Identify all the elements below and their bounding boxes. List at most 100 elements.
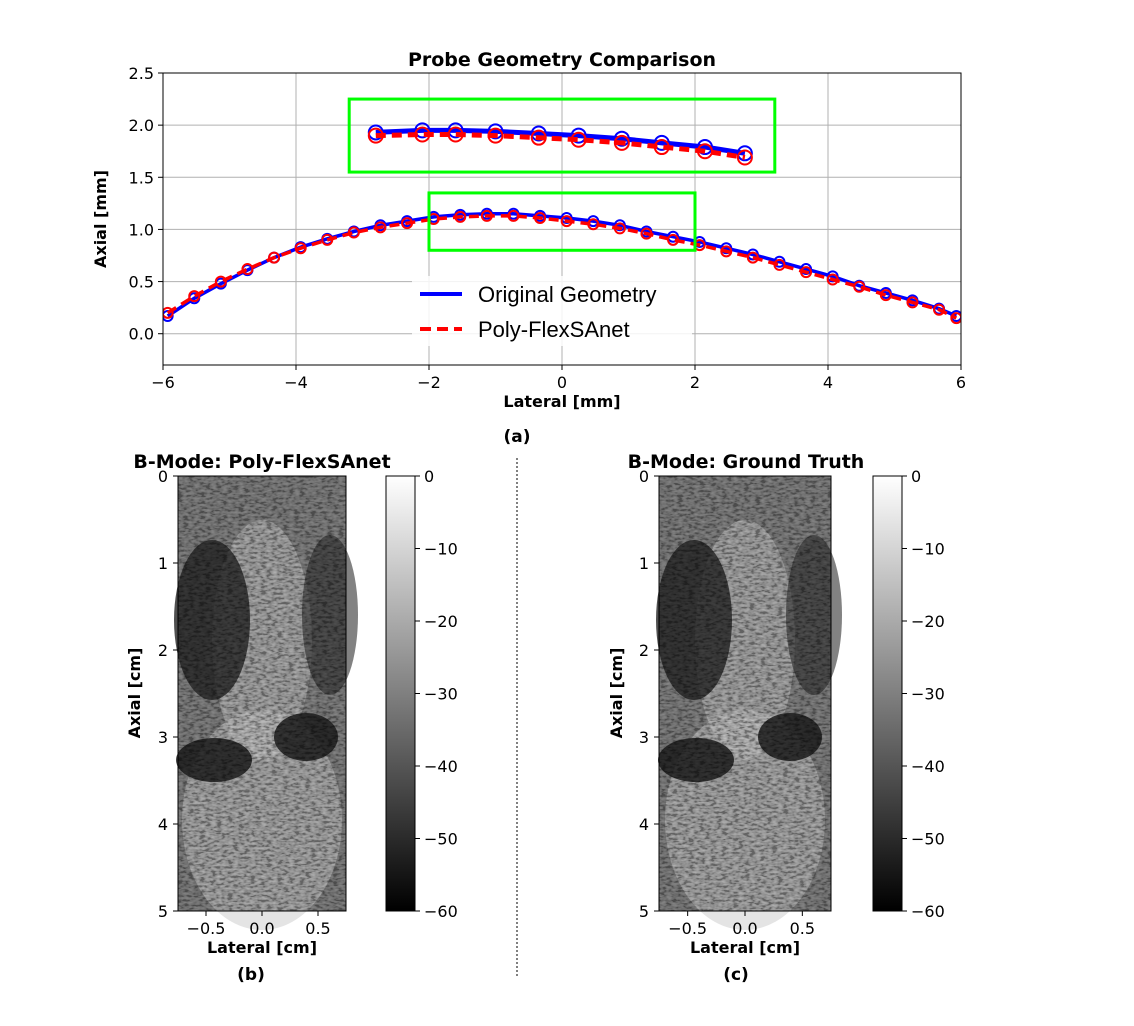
x-tick-label: 4 — [823, 373, 833, 392]
x-tick-label: −6 — [151, 373, 175, 392]
colorbar-tick-label: −20 — [911, 612, 945, 631]
panel-c-label: (c) — [723, 965, 749, 985]
y-tick-label: 0.0 — [129, 325, 154, 344]
prediction-point — [534, 211, 547, 224]
inset-prediction-point — [613, 134, 630, 151]
inset-prediction-line — [375, 132, 746, 160]
colorbar-tick-label: −60 — [911, 902, 945, 921]
colorbar-prediction — [385, 475, 416, 912]
bmode-ground-truth-y-label: Axial [cm] — [607, 648, 626, 739]
inset-original-point — [696, 139, 713, 156]
colorbar-tick-label: 0 — [911, 467, 921, 486]
inset-original-point — [570, 127, 587, 144]
colorbar-tick-label: −30 — [424, 685, 458, 704]
prediction-point — [906, 296, 919, 309]
plot-frame — [162, 72, 962, 366]
inset-original-line — [375, 127, 746, 156]
y-tick-label: 2.0 — [129, 116, 154, 135]
inset-prediction-point — [570, 131, 587, 148]
x-tick-label: 2 — [690, 373, 700, 392]
bmode-ground-truth-x-label: Lateral [cm] — [690, 938, 800, 957]
prediction-point — [950, 312, 961, 325]
prediction-point — [480, 209, 493, 222]
x-axis-label: Lateral [mm] — [503, 392, 620, 411]
prediction-point — [163, 306, 174, 319]
colorbar-ground-truth — [872, 475, 903, 912]
colorbar-tick-label: −50 — [911, 830, 945, 849]
prediction-point — [188, 290, 201, 303]
legend: Original Geometry Poly-FlexSAnet — [412, 276, 692, 346]
prediction-point — [587, 218, 600, 231]
y-tick-label: 0.5 — [129, 273, 154, 292]
series-lines — [163, 97, 961, 325]
inset-prediction-point — [653, 139, 670, 156]
bmode-prediction-y-label: Axial [cm] — [125, 648, 144, 739]
bmode-prediction-ticks: −0.5 0.0 0.5 0 1 2 3 4 5 — [158, 467, 331, 938]
y-tick-label: 5 — [158, 902, 168, 921]
colorbar-tick-label: −10 — [424, 540, 458, 559]
y-axis-label: Axial [mm] — [91, 170, 110, 268]
zoom-box — [347, 97, 777, 174]
prediction-point — [268, 251, 281, 264]
y-tick-label: 1.5 — [129, 168, 154, 187]
prediction-point — [667, 233, 680, 246]
prediction-point — [374, 221, 387, 234]
colorbar-tick-label: −40 — [424, 757, 458, 776]
inset-original-point — [414, 122, 431, 139]
prediction-point — [853, 280, 866, 293]
prediction-point — [800, 266, 813, 279]
inset-prediction-point — [696, 143, 713, 160]
inset-prediction-point — [447, 126, 464, 143]
panel-b-label: (b) — [237, 965, 265, 985]
prediction-point — [933, 303, 946, 316]
prediction-point — [401, 217, 414, 230]
inset-prediction-point — [736, 149, 753, 166]
x-tick-label: 0.0 — [732, 919, 757, 938]
prediction-point — [879, 289, 892, 302]
y-tick-label: 4 — [639, 815, 649, 834]
colorbar-tick-label: −10 — [911, 540, 945, 559]
prediction-point — [454, 210, 467, 223]
inset-original-point — [653, 134, 670, 151]
x-tick-label: 0 — [557, 373, 567, 392]
x-tick-label: −2 — [417, 373, 441, 392]
geometry-plot-title: Probe Geometry Comparison — [408, 49, 716, 71]
legend-box — [412, 276, 692, 346]
prediction-point — [294, 242, 307, 255]
zoom-box — [427, 191, 697, 252]
panel-a-label: (a) — [503, 427, 530, 447]
prediction-point — [321, 233, 334, 246]
x-tick-label: −0.5 — [668, 919, 707, 938]
prediction-point — [746, 251, 759, 264]
inset-original-point — [736, 145, 753, 162]
inset-prediction-point — [367, 127, 384, 144]
prediction-point — [214, 275, 227, 288]
y-tick-label: 1 — [639, 554, 649, 573]
x-tick-label: 0.5 — [790, 919, 815, 938]
y-tick-label: 1.0 — [129, 220, 154, 239]
inset-prediction-point — [414, 126, 431, 143]
prediction-line — [166, 214, 958, 320]
y-tick-label: 4 — [158, 815, 168, 834]
bmode-prediction-title: B-Mode: Poly-FlexSAnet — [133, 451, 390, 473]
prediction-point — [347, 226, 360, 239]
prediction-point — [507, 209, 520, 222]
bmode-ground-truth-title: B-Mode: Ground Truth — [628, 451, 865, 473]
prediction-point — [613, 222, 626, 235]
y-tick-label: 2 — [158, 641, 168, 660]
prediction-point — [773, 258, 786, 271]
y-tick-label: 2 — [639, 641, 649, 660]
prediction-point — [560, 215, 573, 228]
bmode-ground-truth-ticks: −0.5 0.0 0.5 0 1 2 3 4 5 — [639, 467, 815, 938]
colorbar-tick-label: −30 — [911, 685, 945, 704]
colorbar-tick-label: −60 — [424, 902, 458, 921]
prediction-point — [241, 263, 254, 276]
legend-label-prediction: Poly-FlexSAnet — [478, 317, 630, 342]
bmode-prediction-plot: B-Mode: Poly-FlexSAnet −0.5 0.0 0.5012345 … — [125, 451, 458, 985]
x-tick-label: 0.5 — [305, 919, 330, 938]
legend-label-original: Original Geometry — [478, 282, 657, 307]
x-tick-label: −0.5 — [187, 919, 226, 938]
y-tick-label: 5 — [639, 902, 649, 921]
x-tick-label: −4 — [284, 373, 308, 392]
colorbar-tick-label: −50 — [424, 830, 458, 849]
